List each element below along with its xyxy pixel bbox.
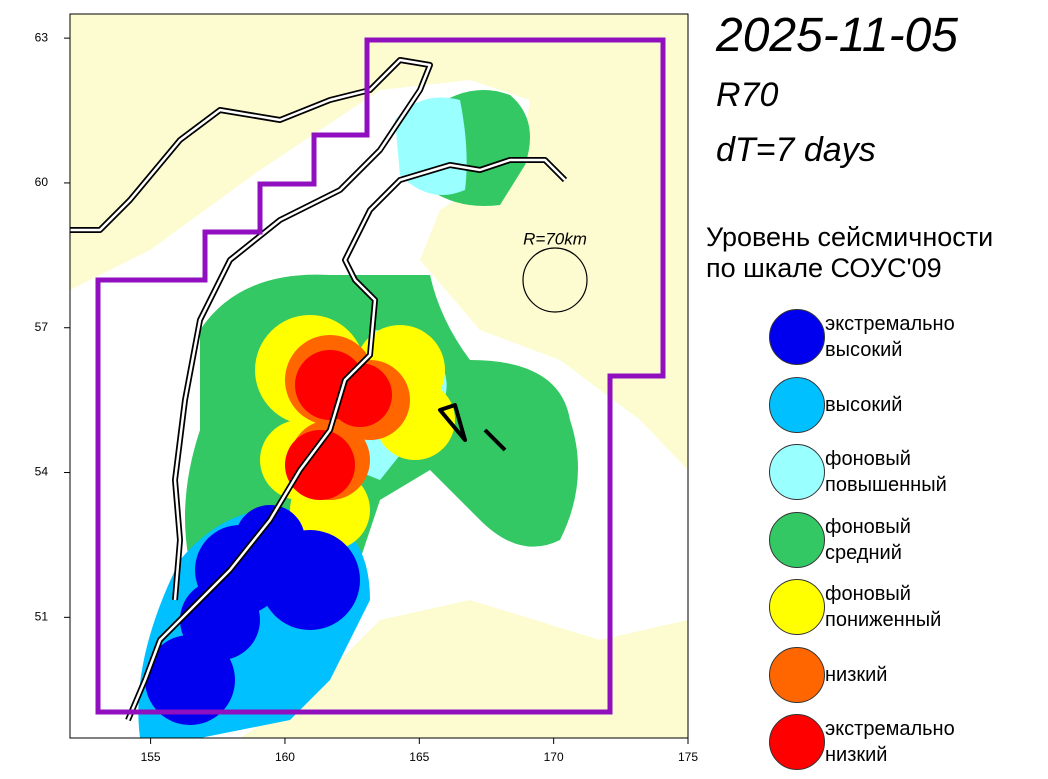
interval: dT=7 days	[716, 131, 876, 169]
legend-swatch	[769, 714, 825, 770]
radius-circle	[522, 247, 588, 313]
zone-cyan	[395, 97, 467, 195]
radius-code: R70	[716, 76, 779, 114]
date-title: 2025-11-05	[716, 9, 958, 62]
zone-blue	[235, 505, 305, 575]
legend-swatch	[769, 646, 825, 703]
legend-label: низкий	[825, 663, 888, 686]
y-tick-label: 57	[35, 320, 49, 334]
x-tick-label: 170	[544, 750, 564, 764]
zone-blue	[145, 505, 360, 725]
legend-label: фоновый средний	[825, 515, 911, 564]
legend-title: Уровень сейсмичности по шкале СОУС'09	[706, 222, 994, 283]
radius-label: R=70km	[523, 229, 587, 248]
legend-swatch	[769, 444, 825, 500]
legend-label: фоновый повышенный	[825, 448, 947, 496]
legend-swatch	[769, 511, 825, 568]
legend-label: высокий	[825, 393, 903, 416]
map: R=70km 155 160 165 170 175 51 54 57 60 63	[35, 13, 699, 764]
zone-blue	[145, 635, 235, 725]
y-tick-label: 54	[35, 465, 49, 479]
y-tick-label: 51	[35, 610, 49, 624]
legend-label: экстремально низкий	[825, 718, 955, 766]
map-frame	[69, 13, 689, 739]
legend-label: экстремально высокий	[825, 313, 955, 361]
legend-swatch	[769, 309, 825, 365]
map-layers	[70, 14, 688, 738]
zone-red	[285, 430, 355, 500]
legend-swatch	[769, 579, 825, 635]
coastline-line	[70, 58, 566, 721]
legend-label: фоновый пониженный	[825, 583, 942, 631]
coastline	[70, 57, 568, 722]
x-tick-label: 175	[678, 750, 698, 764]
y-tick-label: 60	[35, 175, 49, 189]
y-tick-label: 63	[35, 30, 49, 44]
region-boundary	[95, 37, 666, 715]
axis-ticks: 155 160 165 170 175 51 54 57 60 63	[35, 30, 699, 764]
legend-swatch	[769, 376, 825, 433]
x-tick-label: 160	[275, 750, 295, 764]
island	[438, 403, 507, 452]
x-tick-label: 155	[141, 750, 161, 764]
x-tick-label: 165	[409, 750, 429, 764]
